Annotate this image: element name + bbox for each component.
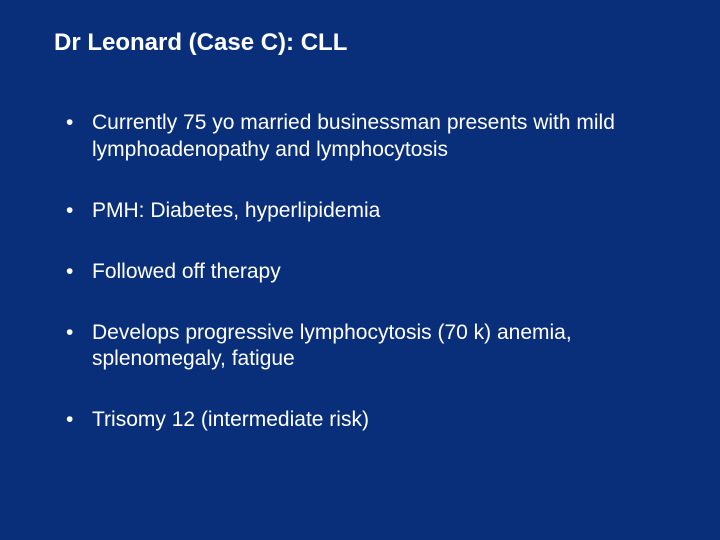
slide-title: Dr Leonard (Case C): CLL [54,28,672,58]
bullet-list: Currently 75 yo married businessman pres… [54,110,672,434]
list-item: Trisomy 12 (intermediate risk) [66,407,672,434]
list-item: Currently 75 yo married businessman pres… [66,110,672,164]
slide: Dr Leonard (Case C): CLL Currently 75 yo… [0,0,720,540]
list-item: PMH: Diabetes, hyperlipidemia [66,198,672,225]
list-item: Develops progressive lymphocytosis (70 k… [66,320,672,374]
list-item: Followed off therapy [66,259,672,286]
